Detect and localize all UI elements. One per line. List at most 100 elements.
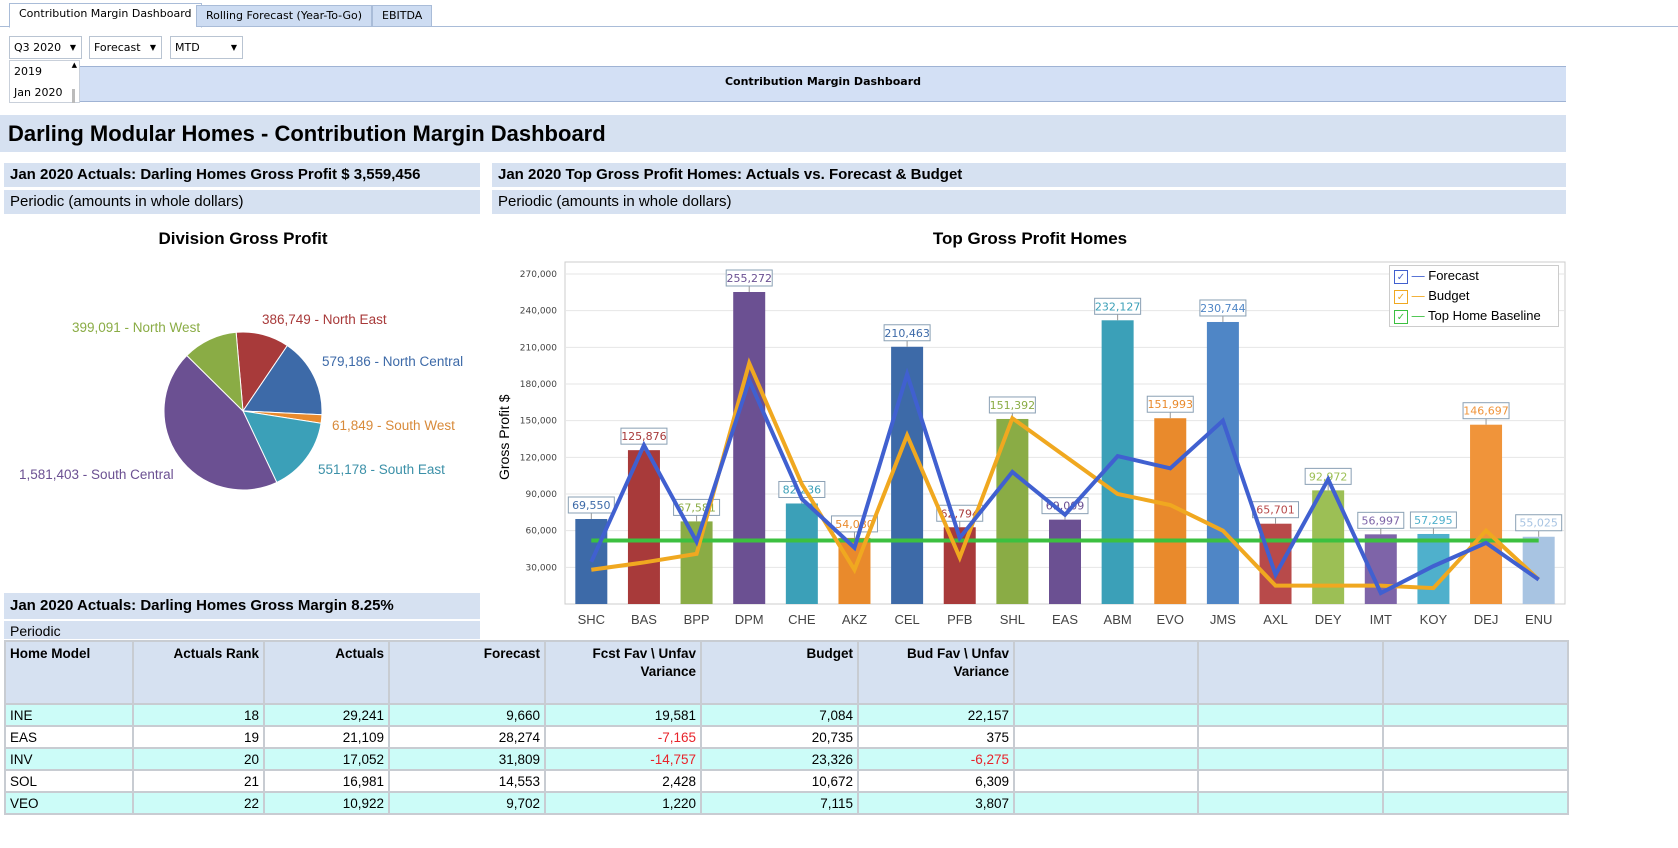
tab-ebitda[interactable]: EBITDA xyxy=(372,5,433,27)
table-row[interactable]: INE 18 29,241 9,660 19,581 7,084 22,157 xyxy=(4,703,1569,727)
line-budget[interactable] xyxy=(591,357,1541,591)
x-tick-label: CEL xyxy=(894,612,919,627)
period-list[interactable]: 2019 Jan 2020 ▲ xyxy=(9,60,80,103)
x-tick-label: DPM xyxy=(735,612,764,627)
pie-label-north-central: 579,186 - North Central xyxy=(322,354,464,369)
scroll-up-icon[interactable]: ▲ xyxy=(71,61,77,69)
data-label: 151,993 xyxy=(1148,398,1194,411)
gross-margin-subheader: Periodic xyxy=(4,621,480,639)
scrollbar[interactable] xyxy=(72,89,75,103)
legend-forecast[interactable]: ✓ — Forecast xyxy=(1390,266,1558,286)
bar-che[interactable] xyxy=(785,503,818,604)
bar-cel[interactable] xyxy=(891,346,924,604)
data-label-box xyxy=(1146,395,1194,413)
top-homes-subheader: Periodic (amounts in whole dollars) xyxy=(492,190,1566,214)
table-cell: -14,757 xyxy=(544,747,702,771)
pie-slice-south-east[interactable] xyxy=(242,410,322,484)
table-cell: 22,157 xyxy=(857,703,1015,727)
data-label-box xyxy=(1094,297,1142,315)
table-cell xyxy=(1197,791,1384,815)
bar-dej[interactable] xyxy=(1470,424,1503,604)
table-cell: 18 xyxy=(132,703,265,727)
scenario-dropdown[interactable]: Forecast ▼ xyxy=(89,36,162,59)
y-tick-label: 210,000 xyxy=(520,343,557,353)
column-header[interactable]: Bud Fav \ Unfav Variance xyxy=(857,640,1015,705)
period-dropdown[interactable]: Q3 2020 ▼ xyxy=(9,36,82,59)
table-row[interactable]: SOL 21 16,981 14,553 2,428 10,672 6,309 xyxy=(4,769,1569,793)
table-cell: 21,109 xyxy=(263,725,390,749)
table-row[interactable]: INV 20 17,052 31,809 -14,757 23,326 -6,275 xyxy=(4,747,1569,771)
y-tick-label: 60,000 xyxy=(526,527,558,537)
bar-koy[interactable] xyxy=(1417,533,1450,604)
legend-budget[interactable]: ✓ — Budget xyxy=(1390,286,1558,306)
column-header[interactable]: Forecast xyxy=(388,640,546,705)
bar-axl[interactable] xyxy=(1259,523,1292,604)
table-cell xyxy=(1382,725,1569,749)
y-tick-label: 180,000 xyxy=(520,380,557,390)
data-label: 255,272 xyxy=(726,272,772,285)
legend-label: Budget xyxy=(1428,288,1470,303)
list-item[interactable]: Jan 2020 xyxy=(14,86,63,99)
table-cell: 19,581 xyxy=(544,703,702,727)
tab-contribution-margin[interactable]: Contribution Margin Dashboard xyxy=(9,3,202,28)
table-cell: 3,807 xyxy=(857,791,1015,815)
table-cell: -6,275 xyxy=(857,747,1015,771)
pie-slice-north-west[interactable] xyxy=(186,331,244,413)
y-tick-label: 120,000 xyxy=(520,453,557,463)
data-label: 146,697 xyxy=(1463,405,1509,418)
table-cell: 6,309 xyxy=(857,769,1015,793)
checkbox-icon[interactable]: ✓ xyxy=(1394,309,1408,324)
x-tick-label: IMT xyxy=(1370,612,1392,627)
line-forecast[interactable] xyxy=(589,367,1540,596)
table-row[interactable]: EAS 19 21,109 28,274 -7,165 20,735 375 xyxy=(4,725,1569,749)
table-cell: 9,702 xyxy=(388,791,546,815)
bar-eas[interactable] xyxy=(1049,519,1081,604)
range-dropdown[interactable]: MTD ▼ xyxy=(170,36,243,59)
dashboard-banner: Contribution Margin Dashboard xyxy=(80,66,1566,102)
legend-label: Forecast xyxy=(1428,268,1479,283)
tab-rolling-forecast[interactable]: Rolling Forecast (Year-To-Go) xyxy=(196,5,373,27)
column-header[interactable]: Home Model xyxy=(4,640,134,705)
scenario-value: Forecast xyxy=(94,41,141,54)
column-header[interactable] xyxy=(1013,640,1199,705)
data-label: 151,392 xyxy=(990,399,1036,412)
chevron-down-icon: ▼ xyxy=(149,43,156,52)
column-header[interactable]: Actuals xyxy=(263,640,390,705)
table-cell: -7,165 xyxy=(544,725,702,749)
bar-bpp[interactable] xyxy=(680,521,713,604)
column-header[interactable]: Budget xyxy=(700,640,859,705)
data-label-box xyxy=(936,504,984,522)
top-homes-header: Jan 2020 Top Gross Profit Homes: Actuals… xyxy=(492,163,1566,187)
column-header[interactable] xyxy=(1382,640,1569,705)
x-tick-label: EAS xyxy=(1052,612,1078,627)
bar-dpm[interactable] xyxy=(733,292,766,604)
data-label-box xyxy=(567,496,615,514)
bar-abm[interactable] xyxy=(1101,320,1134,604)
x-tick-label: AXL xyxy=(1263,612,1288,627)
data-label-box xyxy=(883,324,931,342)
data-label-box xyxy=(988,396,1036,414)
table-row[interactable]: VEO 22 10,922 9,702 1,220 7,115 3,807 xyxy=(4,791,1569,815)
table-cell: 20,735 xyxy=(700,725,859,749)
pie-slice-north-central[interactable] xyxy=(242,344,323,416)
table-cell: INE xyxy=(4,703,134,727)
data-label-box xyxy=(1462,402,1510,420)
column-header[interactable]: Fcst Fav \ Unfav Variance xyxy=(544,640,702,705)
data-label: 54,080 xyxy=(835,518,874,531)
column-header[interactable]: Actuals Rank xyxy=(132,640,265,705)
bar-bas[interactable] xyxy=(627,450,660,604)
bar-jms[interactable] xyxy=(1206,321,1239,604)
list-item[interactable]: 2019 xyxy=(14,65,42,78)
pie-label-north-east: 386,749 - North East xyxy=(262,312,387,327)
column-header[interactable] xyxy=(1197,640,1384,705)
checkbox-icon[interactable]: ✓ xyxy=(1394,289,1408,304)
data-label: 65,701 xyxy=(1256,504,1295,517)
legend-label: Top Home Baseline xyxy=(1428,308,1541,323)
legend-baseline[interactable]: ✓ — Top Home Baseline xyxy=(1390,306,1558,326)
x-tick-label: AKZ xyxy=(842,612,867,627)
data-label-box xyxy=(1199,299,1247,317)
checkbox-icon[interactable]: ✓ xyxy=(1394,269,1408,284)
pie-slice-south-central[interactable] xyxy=(163,354,278,491)
table-cell: EAS xyxy=(4,725,134,749)
table-cell xyxy=(1013,703,1199,727)
